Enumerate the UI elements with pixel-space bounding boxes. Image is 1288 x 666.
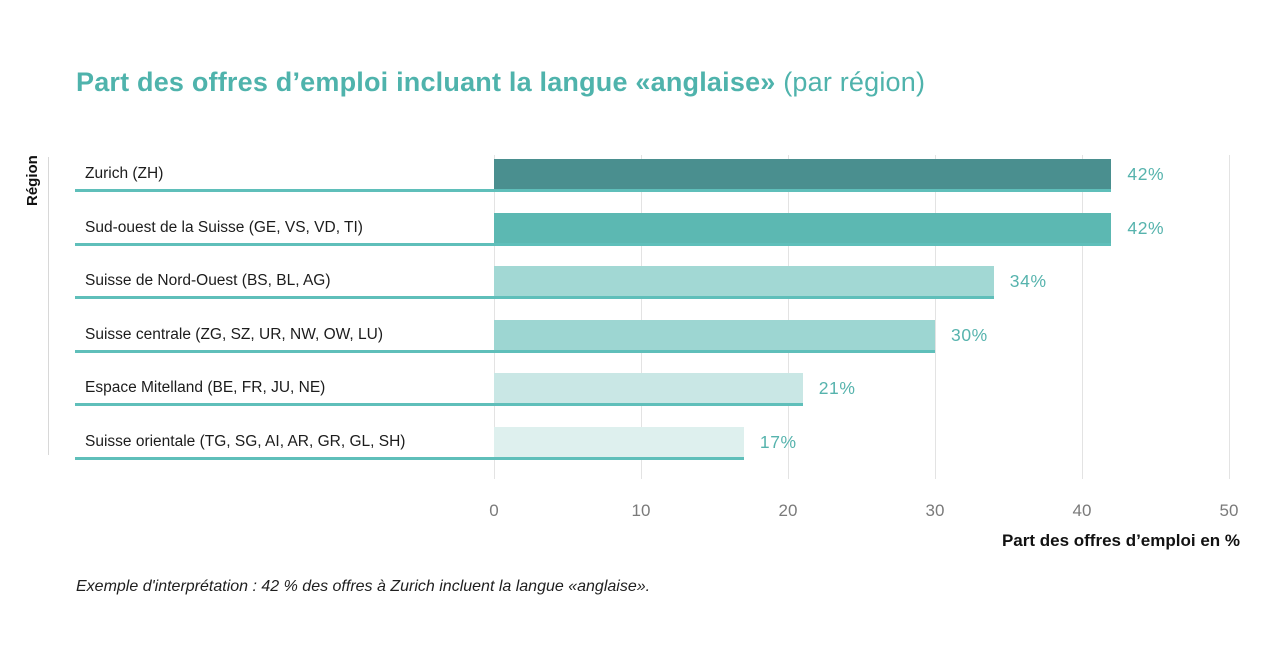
x-tick-label: 0 <box>489 501 499 520</box>
chart-title: Part des offres d’emploi incluant la lan… <box>76 66 925 98</box>
row-underline <box>75 243 1112 246</box>
bar <box>494 159 1112 189</box>
bar <box>494 373 803 403</box>
value-label: 17% <box>759 432 797 452</box>
y-axis-title: Région <box>24 155 41 206</box>
x-tick-label: 20 <box>778 501 798 520</box>
x-gridline <box>1229 155 1230 479</box>
bar <box>494 213 1112 243</box>
row-underline <box>75 403 803 406</box>
interpretation-footnote: Exemple d'interprétation : 42 % des offr… <box>76 578 651 595</box>
bar <box>494 266 994 296</box>
category-label: Suisse de Nord-Ouest (BS, BL, AG) <box>85 272 331 289</box>
x-gridline <box>641 155 642 479</box>
x-gridline <box>494 155 495 479</box>
bar <box>494 427 744 457</box>
row-underline <box>75 350 935 353</box>
row-underline <box>75 189 1112 192</box>
y-axis-line <box>48 157 49 455</box>
value-label: 42% <box>1127 218 1165 238</box>
category-label: Suisse centrale (ZG, SZ, UR, NW, OW, LU) <box>85 326 383 343</box>
x-gridline <box>935 155 936 479</box>
category-label: Sud-ouest de la Suisse (GE, VS, VD, TI) <box>85 219 363 236</box>
bar <box>494 320 935 350</box>
category-label: Espace Mitelland (BE, FR, JU, NE) <box>85 379 326 396</box>
x-gridline <box>1082 155 1083 479</box>
x-tick-label: 40 <box>1072 501 1092 520</box>
x-axis-title: Part des offres d’emploi en % <box>1001 531 1240 550</box>
chart-title-main: Part des offres d’emploi incluant la lan… <box>76 67 776 97</box>
category-label: Suisse orientale (TG, SG, AI, AR, GR, GL… <box>85 433 406 450</box>
value-label: 30% <box>951 325 988 345</box>
category-label: Zurich (ZH) <box>85 165 164 182</box>
x-gridline <box>788 155 789 479</box>
value-label: 42% <box>1127 164 1165 184</box>
x-tick-label: 10 <box>631 501 651 520</box>
x-tick-label: 50 <box>1219 501 1239 520</box>
value-label: 34% <box>1009 271 1047 291</box>
row-underline <box>75 457 744 460</box>
x-tick-label: 30 <box>925 501 945 520</box>
chart-title-suffix: (par région) <box>775 67 926 97</box>
value-label: 21% <box>818 378 856 398</box>
row-underline <box>75 296 994 299</box>
